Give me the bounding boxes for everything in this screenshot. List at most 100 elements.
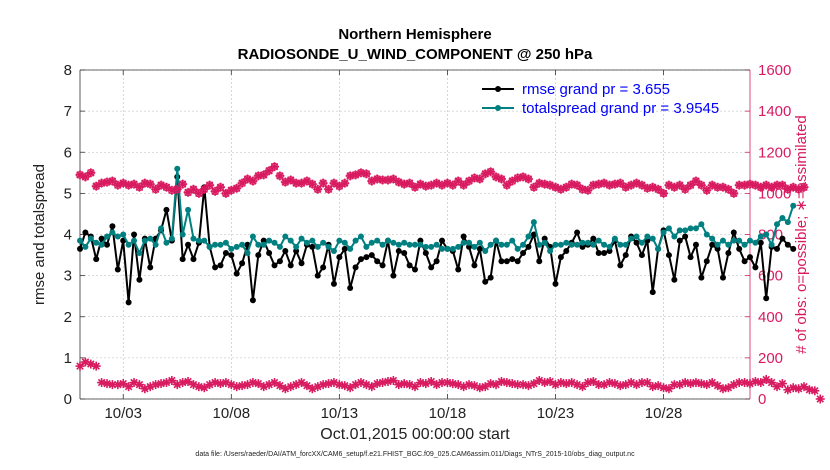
obs-marker-assimilated xyxy=(91,361,101,371)
data-point-series-1 xyxy=(579,239,586,246)
data-point-series-1 xyxy=(460,239,467,246)
data-point-series-1 xyxy=(206,243,213,250)
obs-marker-assimilated xyxy=(334,380,344,390)
obs-marker-possible-ring xyxy=(584,186,592,195)
data-point-series-0 xyxy=(82,229,89,236)
data-point-series-1 xyxy=(412,241,418,248)
data-point-series-0 xyxy=(520,250,527,257)
obs-marker-possible-ring xyxy=(146,180,155,189)
obs-marker-possible-ring xyxy=(276,171,284,180)
data-point-series-0 xyxy=(649,289,656,296)
data-point-series-0 xyxy=(779,235,786,242)
obs-marker-possible-ring xyxy=(659,189,668,198)
y-tick-label-left: 8 xyxy=(64,62,72,79)
data-point-series-1 xyxy=(617,241,624,248)
data-point-series-1 xyxy=(147,235,154,242)
x-tick-label: 10/18 xyxy=(429,405,467,422)
data-point-series-0 xyxy=(530,231,537,238)
obs-marker-assimilated xyxy=(664,384,674,394)
data-point-series-1 xyxy=(520,241,527,248)
obs-marker-possible-ring xyxy=(259,170,268,179)
data-point-series-1 xyxy=(449,245,456,252)
data-point-series-1 xyxy=(357,233,364,240)
y-tick-label-right: 1600 xyxy=(758,62,791,79)
data-point-series-1 xyxy=(244,250,251,257)
data-point-series-0 xyxy=(698,274,705,281)
data-point-series-0 xyxy=(736,245,743,252)
data-point-series-1 xyxy=(541,239,548,246)
data-point-series-0 xyxy=(185,241,192,248)
data-point-series-1 xyxy=(682,227,689,234)
data-point-series-0 xyxy=(368,252,375,259)
data-point-series-1 xyxy=(222,239,229,246)
data-point-series-1 xyxy=(757,233,764,240)
obs-marker-possible-ring xyxy=(238,179,246,187)
data-point-series-1 xyxy=(233,243,240,250)
y-axis-label-right: # of obs: o=possible; ∗=assimilated xyxy=(793,115,810,354)
data-point-series-1 xyxy=(784,219,791,226)
data-point-series-1 xyxy=(303,239,310,246)
data-point-series-1 xyxy=(763,231,770,238)
data-point-series-1 xyxy=(628,235,635,242)
data-point-series-1 xyxy=(568,241,575,248)
data-point-series-0 xyxy=(109,223,116,230)
obs-marker-assimilated xyxy=(329,378,339,388)
obs-marker-assimilated xyxy=(491,380,501,390)
data-point-series-0 xyxy=(741,258,748,265)
obs-marker-possible-ring xyxy=(151,185,160,194)
data-point-series-0 xyxy=(77,245,83,252)
data-point-series-1 xyxy=(379,241,386,248)
data-point-series-0 xyxy=(147,264,154,271)
obs-marker-assimilated xyxy=(194,382,204,392)
obs-marker-possible-ring xyxy=(249,177,257,185)
obs-marker-assimilated xyxy=(578,382,587,392)
data-point-series-1 xyxy=(422,243,429,250)
data-point-series-1 xyxy=(747,237,753,244)
obs-marker-possible-ring xyxy=(108,177,117,185)
obs-marker-assimilated xyxy=(270,378,280,388)
data-point-series-0 xyxy=(476,245,483,252)
obs-marker-possible-ring xyxy=(313,185,322,194)
data-point-series-0 xyxy=(428,264,435,271)
data-point-series-0 xyxy=(406,262,413,269)
data-point-series-1 xyxy=(93,239,100,246)
data-point-series-1 xyxy=(201,237,208,244)
obs-marker-assimilated xyxy=(210,378,220,388)
data-point-series-1 xyxy=(98,241,105,248)
data-point-series-0 xyxy=(482,278,489,285)
obs-marker-possible-ring xyxy=(692,177,700,185)
obs-marker-assimilated xyxy=(729,380,739,390)
data-point-series-1 xyxy=(266,237,273,244)
data-point-series-0 xyxy=(574,229,581,236)
obs-marker-assimilated xyxy=(486,379,496,389)
obs-marker-possible-ring xyxy=(681,185,690,194)
data-point-series-1 xyxy=(260,241,267,248)
data-point-series-1 xyxy=(687,225,694,232)
data-point-series-0 xyxy=(217,262,224,269)
data-point-series-1 xyxy=(406,241,413,248)
obs-marker-assimilated xyxy=(464,380,474,390)
data-point-series-1 xyxy=(768,241,775,248)
data-point-series-1 xyxy=(530,219,537,226)
data-point-series-1 xyxy=(298,235,305,242)
obs-marker-assimilated xyxy=(161,378,171,388)
data-point-series-0 xyxy=(395,247,402,254)
data-point-series-0 xyxy=(401,250,408,257)
data-point-series-1 xyxy=(779,215,786,222)
data-point-series-1 xyxy=(503,241,510,248)
data-point-series-1 xyxy=(330,247,337,254)
data-point-series-1 xyxy=(552,241,559,248)
data-point-series-1 xyxy=(655,245,662,252)
data-point-series-1 xyxy=(584,239,591,246)
data-point-series-1 xyxy=(109,229,116,236)
data-point-series-1 xyxy=(698,221,705,228)
data-point-series-0 xyxy=(357,256,364,263)
data-point-series-1 xyxy=(325,243,332,250)
data-point-series-1 xyxy=(282,233,289,240)
data-point-series-1 xyxy=(336,237,343,244)
data-point-series-0 xyxy=(676,237,683,244)
data-point-series-1 xyxy=(417,241,424,248)
obs-marker-possible-ring xyxy=(205,181,214,190)
data-point-series-0 xyxy=(509,256,516,263)
